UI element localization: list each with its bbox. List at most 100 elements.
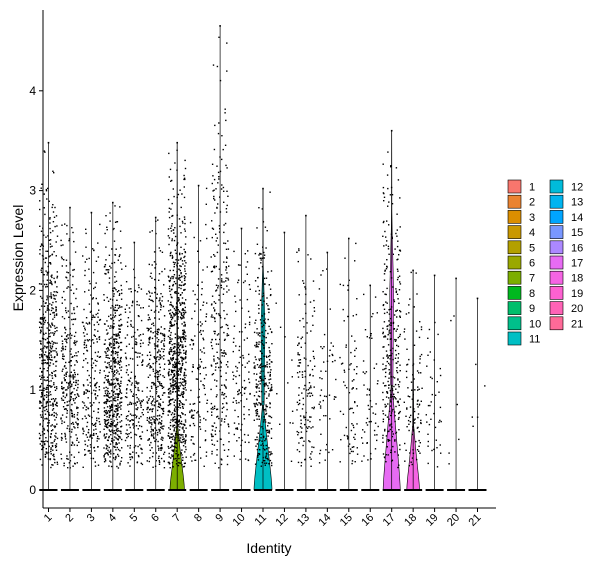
- point-7: [169, 378, 171, 381]
- point-17: [399, 381, 401, 383]
- point-1: [50, 442, 52, 444]
- point-11: [259, 439, 261, 441]
- point-17: [387, 151, 389, 153]
- point-13: [309, 301, 312, 303]
- point-9: [226, 335, 228, 337]
- point-5: [128, 424, 130, 426]
- point-17: [388, 373, 391, 375]
- point-13: [301, 374, 304, 376]
- point-11: [258, 293, 260, 295]
- point-7: [182, 466, 185, 468]
- point-4: [109, 325, 112, 327]
- point-1: [41, 394, 44, 396]
- point-6: [158, 463, 161, 465]
- point-11: [261, 365, 263, 368]
- point-17: [397, 379, 399, 381]
- point-17: [392, 389, 394, 392]
- point-5: [130, 384, 133, 386]
- point-3: [88, 322, 91, 325]
- point-5: [135, 351, 137, 354]
- point-9: [225, 364, 228, 366]
- point-5: [134, 331, 136, 334]
- point-11: [262, 401, 264, 403]
- legend-label-19: 19: [571, 288, 583, 300]
- point-16: [370, 452, 372, 455]
- point-4: [117, 363, 119, 365]
- point-7: [170, 386, 172, 388]
- point-6: [150, 402, 152, 404]
- point-7: [172, 398, 174, 400]
- point-8: [202, 367, 205, 369]
- point-3: [93, 377, 95, 380]
- point-7: [179, 276, 181, 279]
- point-9: [216, 362, 219, 364]
- point-17: [384, 293, 386, 295]
- point-9: [212, 190, 214, 192]
- point-17: [389, 338, 391, 340]
- point-4: [114, 396, 116, 398]
- point-9: [217, 182, 219, 184]
- point-3: [95, 260, 98, 262]
- point-3: [90, 385, 92, 387]
- point-5: [142, 342, 144, 344]
- point-7: [172, 379, 175, 381]
- point-17: [393, 328, 396, 330]
- point-3: [99, 369, 101, 372]
- legend-key-13: [549, 194, 564, 209]
- point-18: [416, 370, 419, 372]
- point-9: [220, 420, 223, 422]
- point-9: [212, 228, 215, 230]
- point-10: [249, 316, 251, 318]
- point-max-1: [47, 141, 50, 144]
- point-7: [177, 242, 179, 244]
- point-17: [390, 451, 392, 454]
- x-ticks: 1 2 3 4 5 6 7 8 9 10 11 12 13 14 15 16 17 18 19 20 21: [42, 508, 484, 529]
- point-13: [307, 389, 310, 391]
- point-7: [183, 325, 185, 327]
- point-11: [260, 390, 263, 393]
- point-6: [161, 427, 163, 429]
- point-18: [414, 418, 416, 420]
- point-7: [183, 330, 185, 333]
- point-17: [387, 454, 389, 456]
- point-2: [63, 392, 65, 394]
- legend-label-11: 11: [529, 334, 540, 346]
- point-11: [261, 343, 264, 345]
- point-2: [64, 408, 67, 410]
- point-4: [112, 357, 114, 360]
- point-1: [39, 437, 41, 439]
- point-13: [307, 392, 309, 395]
- point-1: [48, 309, 50, 311]
- point-7: [185, 351, 187, 353]
- point-14: [319, 401, 321, 403]
- point-7: [179, 304, 182, 306]
- point-1: [42, 248, 44, 250]
- point-13: [305, 411, 307, 414]
- point-17: [390, 354, 392, 357]
- point-1: [52, 363, 55, 365]
- point-11: [270, 389, 273, 392]
- point-11: [264, 382, 266, 385]
- point-11: [260, 377, 262, 380]
- point-5: [126, 396, 128, 399]
- point-13: [304, 303, 306, 305]
- point-9: [223, 339, 226, 341]
- point-2: [71, 428, 73, 431]
- point-7: [175, 426, 177, 428]
- point-4: [111, 327, 113, 329]
- point-6: [153, 261, 156, 263]
- point-4: [105, 367, 108, 369]
- point-4: [113, 341, 116, 343]
- point-1: [42, 434, 44, 436]
- point-7: [177, 354, 180, 357]
- point-4: [116, 408, 119, 410]
- point-2: [78, 451, 80, 454]
- point-9: [221, 302, 223, 304]
- point-4: [108, 254, 111, 256]
- point-1: [50, 433, 52, 435]
- point-max-19: [433, 274, 436, 277]
- point-5: [135, 380, 137, 383]
- point-17: [384, 335, 386, 337]
- point-2: [71, 383, 73, 385]
- point-5: [139, 402, 142, 404]
